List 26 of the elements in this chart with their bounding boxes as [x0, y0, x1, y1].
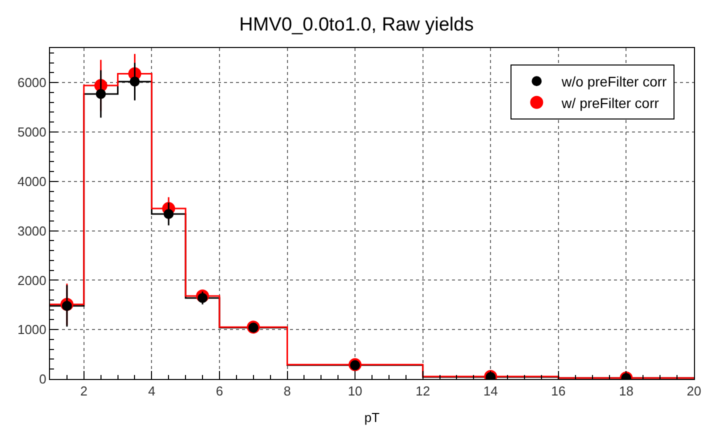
x-tick-label: 2 [80, 384, 88, 399]
legend-label: w/ preFilter corr [560, 94, 660, 111]
point [130, 76, 140, 87]
x-tick-label: 20 [686, 384, 702, 399]
x-tick-label: 12 [416, 384, 430, 399]
y-tick-label: 3000 [17, 223, 46, 238]
x-tick-label: 10 [348, 384, 362, 399]
point [96, 88, 106, 99]
x-tick-label: 18 [618, 384, 634, 399]
y-tick-label: 2000 [17, 272, 46, 288]
point [164, 208, 174, 219]
point [62, 300, 72, 311]
point [198, 292, 208, 303]
x-tick-label: 4 [148, 384, 156, 399]
x-tick-label: 16 [551, 384, 566, 399]
y-tick-label: 4000 [17, 174, 46, 189]
x-tick-label: 8 [284, 384, 291, 399]
y-tick-label: 1000 [17, 322, 46, 338]
y-tick-label: 0 [39, 372, 46, 387]
x-tick-label: 14 [483, 384, 498, 399]
x-axis-title: pT [364, 410, 380, 426]
y-tick-label: 6000 [17, 75, 46, 90]
y-tick-label: 5000 [17, 124, 46, 140]
chart-title: HMV0_0.0to1.0, Raw yields [239, 14, 474, 36]
x-tick-label: 6 [216, 384, 224, 399]
legend-label: w/o preFilter corr [560, 74, 668, 90]
